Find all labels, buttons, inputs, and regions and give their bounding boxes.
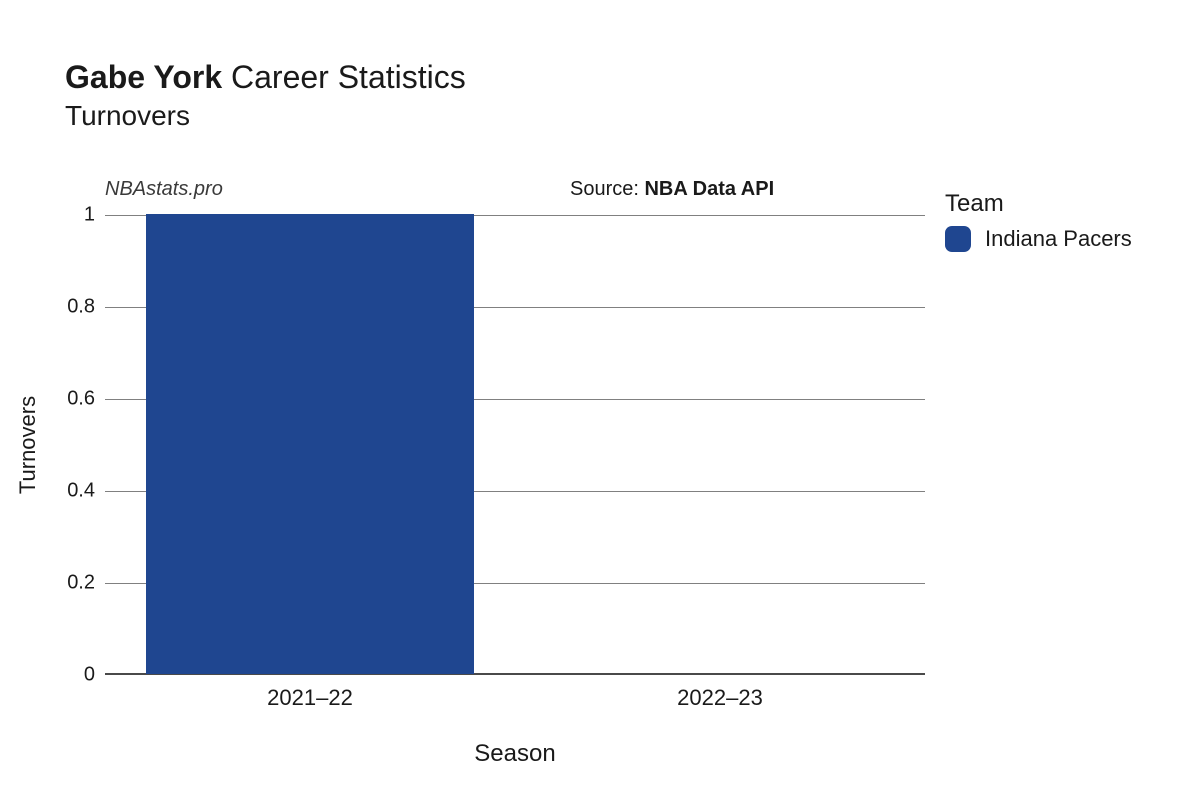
- legend-title: Team: [945, 190, 1132, 218]
- legend-label: Indiana Pacers: [985, 226, 1132, 252]
- y-tick-label: 0.8: [67, 296, 95, 319]
- y-tick-label: 0.6: [67, 388, 95, 411]
- player-name: Gabe York: [65, 59, 222, 95]
- source-value: NBA Data API: [644, 178, 774, 200]
- legend-swatch: [945, 226, 971, 252]
- x-tick-label: 2021–22: [267, 685, 353, 711]
- legend-item: Indiana Pacers: [945, 226, 1132, 252]
- source-attribution: Source: NBA Data API: [570, 178, 774, 201]
- bar: [146, 214, 474, 674]
- source-label: Source:: [570, 178, 644, 200]
- x-tick-label: 2022–23: [677, 685, 763, 711]
- chart-title-block: Gabe York Career Statistics Turnovers: [65, 58, 466, 132]
- y-tick-label: 0.4: [67, 480, 95, 503]
- y-tick-label: 0.2: [67, 572, 95, 595]
- title-suffix: Career Statistics: [222, 59, 466, 95]
- y-tick-label: 0: [84, 664, 95, 687]
- watermark-text: NBAstats.pro: [105, 178, 223, 201]
- x-axis-title: Season: [474, 740, 555, 768]
- chart-container: Gabe York Career Statistics Turnovers NB…: [0, 0, 1200, 800]
- plot-area: 00.20.40.60.812021–222022–23: [105, 215, 925, 675]
- y-axis-title: Turnovers: [15, 396, 41, 494]
- chart-title: Gabe York Career Statistics: [65, 58, 466, 96]
- legend: Team Indiana Pacers: [945, 190, 1132, 252]
- y-tick-label: 1: [84, 204, 95, 227]
- chart-subtitle: Turnovers: [65, 100, 466, 132]
